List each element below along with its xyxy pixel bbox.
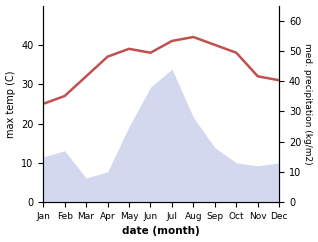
Y-axis label: med. precipitation (kg/m2): med. precipitation (kg/m2): [303, 43, 313, 165]
Y-axis label: max temp (C): max temp (C): [5, 70, 16, 138]
X-axis label: date (month): date (month): [122, 227, 200, 236]
